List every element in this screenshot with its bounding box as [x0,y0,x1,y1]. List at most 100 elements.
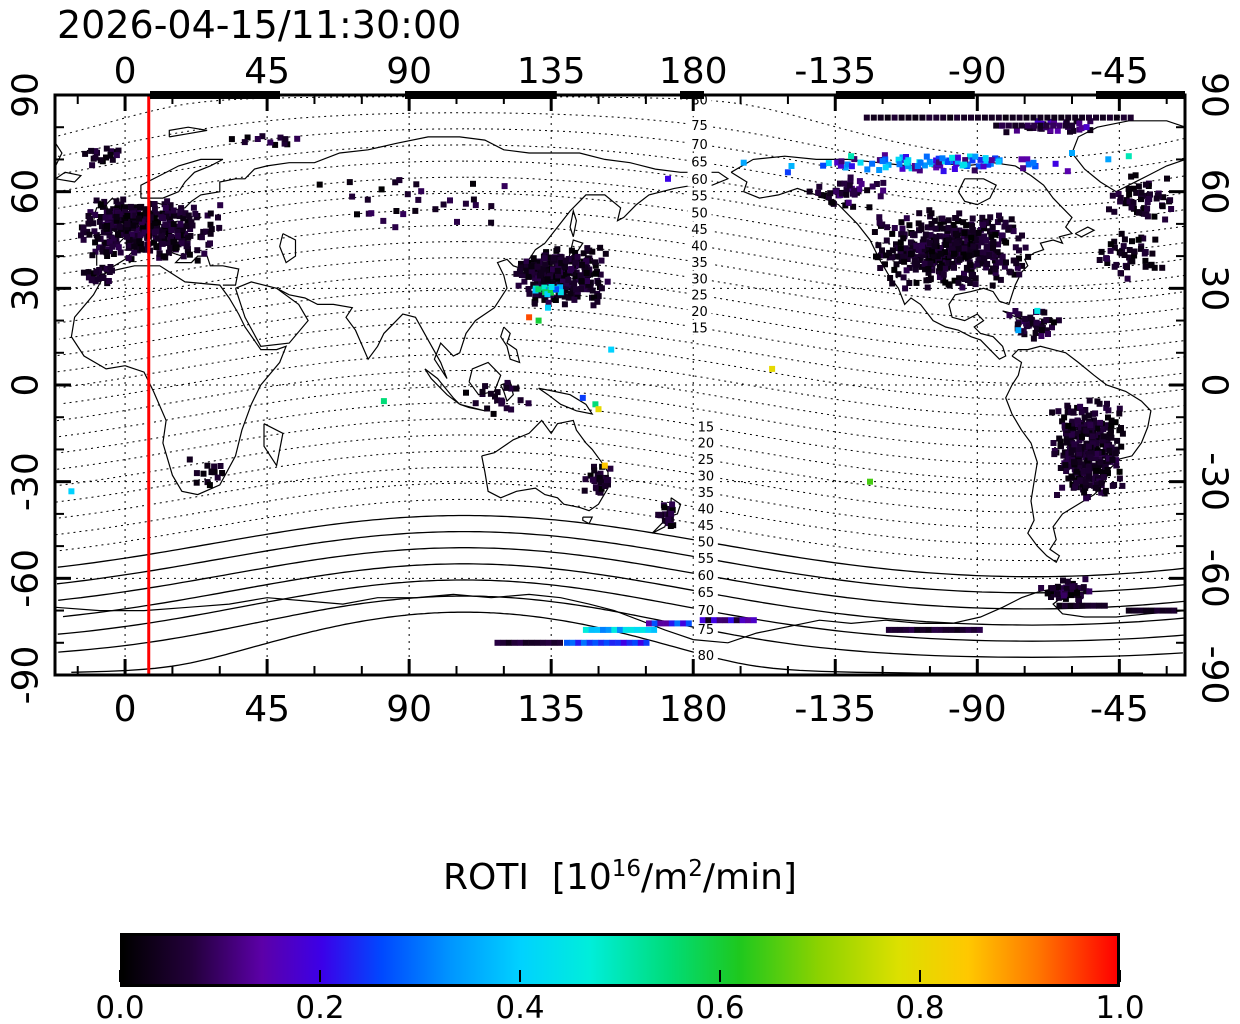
data-point [565,294,572,301]
data-point [833,188,839,195]
data-point [170,221,177,228]
data-point [583,258,590,265]
data-point [937,626,944,633]
data-point [1067,128,1073,135]
data-point [277,134,284,141]
data-point [1111,244,1118,251]
data-point [560,277,566,283]
data-point [1108,451,1115,458]
data-point [447,197,453,204]
data-point [167,245,174,251]
data-point [578,278,585,285]
data-point [131,249,138,256]
data-point [82,150,89,157]
data-point [1031,122,1038,129]
data-point [945,260,952,267]
data-point [1010,257,1017,264]
data-point [1079,433,1085,440]
data-point [163,213,170,220]
data-point [565,276,572,283]
data-point [995,114,1002,121]
data-point [178,205,185,212]
data-point [915,220,922,227]
data-point [981,233,988,240]
data-point [886,249,893,256]
data-point [586,639,593,646]
data-point [99,248,106,255]
data-point [595,406,602,413]
data-point [637,639,644,646]
data-point [207,230,214,237]
data-point [570,270,577,277]
data-point [110,251,117,257]
data-point [1047,118,1054,125]
data-point [539,266,546,273]
data-point [906,264,913,271]
data-point [927,240,933,246]
data-point [879,247,885,254]
data-point [105,246,112,253]
data-point [1079,602,1086,609]
data-point [211,463,218,470]
data-point [603,639,610,646]
data-point [1034,118,1041,125]
data-point [945,225,952,231]
data-point [541,277,547,284]
data-point [1033,326,1040,333]
data-point [1092,484,1099,491]
data-point [1014,264,1021,271]
data-point [969,223,976,230]
data-point [156,254,163,261]
data-point [846,182,853,189]
data-point [876,167,883,173]
data-point [661,517,668,524]
data-point [933,114,940,121]
data-point [1056,602,1063,609]
data-point [1089,441,1096,448]
data-point [926,207,933,214]
data-point [1119,430,1126,437]
data-point [117,249,124,256]
data-point [1093,451,1099,457]
contour-label: 15 [691,321,708,336]
data-point [1044,590,1051,597]
data-point [769,365,776,372]
data-point [1094,481,1100,488]
data-point [203,228,210,235]
data-point [88,147,95,154]
data-point [847,174,854,181]
data-point [557,284,564,291]
data-point [572,263,579,269]
data-point [175,241,182,248]
data-point [1056,122,1063,129]
data-point [1055,317,1062,324]
data-point [995,241,1001,248]
colorbar-tick-label: 0.6 [695,990,745,1024]
data-point [909,244,916,251]
data-point [927,213,934,220]
data-point [929,233,935,240]
data-point [643,639,650,646]
data-point [960,249,967,256]
data-point [902,248,909,255]
data-point [1097,419,1104,426]
data-point [1098,248,1105,255]
data-point [1033,319,1040,326]
data-point [547,273,553,280]
data-point [126,236,133,243]
data-point [929,257,936,264]
data-point [219,470,226,476]
data-point [597,271,604,278]
data-point [589,287,596,294]
data-point [999,122,1006,129]
data-point [540,639,546,646]
data-point [1019,232,1025,239]
data-point [479,388,486,395]
data-point [903,159,910,166]
data-point [964,161,971,168]
data-point [294,135,301,142]
data-point [590,302,597,309]
data-point [902,285,909,292]
data-point [1022,244,1029,251]
data-point [571,280,578,287]
